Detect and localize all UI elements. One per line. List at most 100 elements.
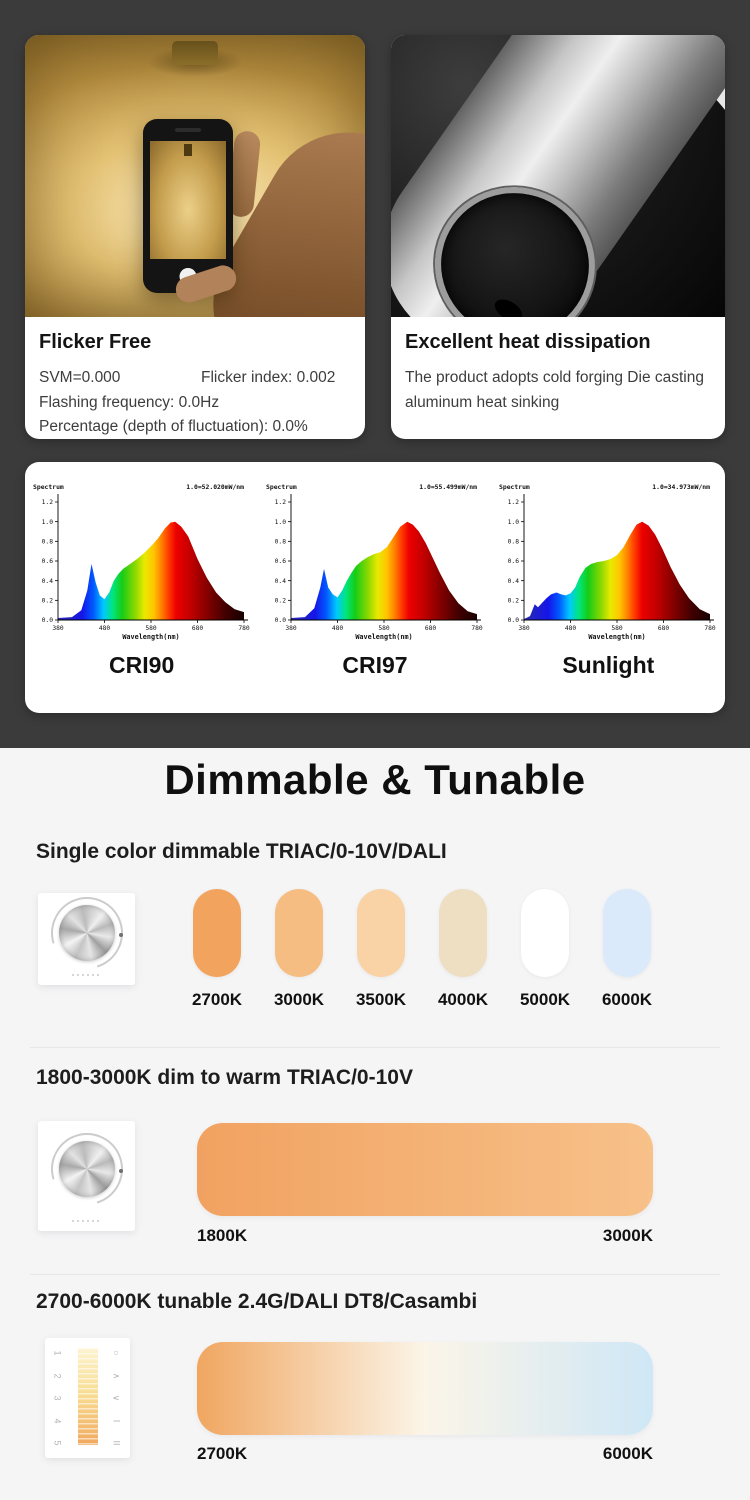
touch-panel-controller: 1 2 3 4 5 ○ ∧ ∨ I II [45,1338,130,1458]
zone-2-label: 2 [52,1372,63,1379]
svg-text:Wavelength(nm): Wavelength(nm) [355,633,412,641]
cct-swatch-row: 2700K 3000K 3500K 4000K 5000K 6000K [191,889,653,1010]
pill-label-3000k: 3000K [273,990,325,1009]
tunable-labels: 2700K 6000K [197,1444,653,1464]
swatch-3000k: 3000K [273,889,325,1010]
touch-panel-zone-digits: 1 2 3 4 5 [52,1348,63,1448]
page-title: Dimmable & Tunable [164,756,586,803]
svg-text:380: 380 [519,625,531,632]
svg-text:1.0: 1.0 [41,519,53,526]
power-icon: ○ [111,1350,122,1356]
svg-text:0.4: 0.4 [41,578,53,585]
zone-3-label: 3 [52,1395,63,1401]
dark-feature-section: Flicker Free SVM=0.000 Flicker index: 0.… [0,0,750,748]
spec-frequency: Flashing frequency: 0.0Hz [39,393,220,411]
pill-label-2700k: 2700K [191,990,243,1009]
svg-text:380: 380 [285,625,297,632]
pill-6000k [603,889,651,977]
chart-title-cri97: CRI97 [342,652,408,678]
knob-disc [58,905,115,962]
single-dimmable-heading: Single color dimmable TRIAC/0-10V/DALI [36,840,447,863]
spec-flicker-index: Flicker index: 0.002 [201,369,336,386]
pill-label-4000k: 4000K [437,990,489,1009]
svg-text:Spectrum: Spectrum [33,483,64,491]
svg-text:1.2: 1.2 [275,499,287,506]
spectrum-chart-block-cri90: 1.2 1.0 0.8 0.6 0.4 0.2 0.0 380 480 580 680 780 Spec… [29,482,255,713]
svg-text:380: 380 [52,625,64,632]
svg-text:480: 480 [565,625,577,632]
heat-sink-photo [391,35,725,317]
svg-text:1.2: 1.2 [508,499,520,506]
label-1800k: 1800K [197,1226,248,1245]
flicker-test-photo [25,35,365,317]
pill-4000k [439,889,487,977]
phone-speaker [175,128,201,132]
svg-text:Spectrum: Spectrum [499,483,530,491]
chevron-down-icon: ∨ [111,1394,122,1402]
svg-text:0.0: 0.0 [41,617,53,624]
pill-3000k [275,889,323,977]
swatch-4000k: 4000K [437,889,489,1010]
heat-dissipation-card: Excellent heat dissipation The product a… [391,35,725,439]
svg-text:0.8: 0.8 [508,539,520,546]
label-2700k: 2700K [197,1444,248,1463]
pill-label-5000k: 5000K [519,990,571,1009]
spec-percentage: Percentage (depth of fluctuation): 0.0% [39,418,308,435]
svg-text:0.8: 0.8 [275,539,287,546]
svg-text:580: 580 [145,625,157,632]
scene-two-icon: II [111,1440,122,1446]
flicker-card-text: Flicker Free SVM=0.000 Flicker index: 0.… [25,317,365,439]
section-divider [30,1047,720,1048]
svg-text:780: 780 [471,625,483,632]
knob-tick-marks [71,1220,102,1222]
chevron-up-icon: ∧ [111,1372,122,1379]
pill-5000k [521,889,569,977]
heat-card-text: Excellent heat dissipation The product a… [391,317,725,415]
svg-text:580: 580 [612,625,624,632]
pill-label-3500k: 3500K [355,990,407,1009]
swatch-2700k: 2700K [191,889,243,1010]
dim-to-warm-gradient-bar [197,1123,653,1216]
svg-text:0.8: 0.8 [41,539,53,546]
svg-text:580: 580 [378,625,390,632]
svg-text:480: 480 [98,625,110,632]
svg-text:1.0=55.499mW/nm: 1.0=55.499mW/nm [419,483,477,491]
svg-text:780: 780 [238,625,250,632]
chart-title-cri90: CRI90 [109,652,175,678]
pill-label-6000k: 6000K [601,990,653,1009]
svg-text:0.0: 0.0 [508,617,520,624]
pill-3500k [357,889,405,977]
pill-2700k [193,889,241,977]
dim-to-warm-heading: 1800-3000K dim to warm TRIAC/0-10V [36,1066,413,1089]
ceiling-light-fixture [172,41,218,65]
touch-panel-icons: ○ ∧ ∨ I II [111,1348,122,1448]
svg-text:0.6: 0.6 [275,558,287,565]
label-3000k: 3000K [602,1226,653,1245]
svg-text:0.0: 0.0 [275,617,287,624]
svg-text:0.4: 0.4 [508,578,520,585]
knob-tick-marks [71,974,102,976]
svg-text:Spectrum: Spectrum [266,483,297,491]
svg-text:Wavelength(nm): Wavelength(nm) [589,633,646,641]
spectrum-chart-block-cri97: 1.2 1.0 0.8 0.6 0.4 0.2 0.0 380 480 580 680 780 Spec… [262,482,488,713]
svg-text:680: 680 [658,625,670,632]
svg-text:1.0=52.020mW/nm: 1.0=52.020mW/nm [186,483,244,491]
svg-text:1.0: 1.0 [275,519,287,526]
svg-text:0.6: 0.6 [508,558,520,565]
svg-text:1.0: 1.0 [508,519,520,526]
heat-card-desc: The product adopts cold forging Die cast… [405,369,704,411]
spec-row-2: Flashing frequency: 0.0Hz [39,391,351,416]
svg-text:0.2: 0.2 [508,598,520,605]
svg-text:780: 780 [705,625,717,632]
lamp-aperture [490,295,526,317]
zone-4-label: 4 [52,1417,63,1424]
phone-camera-screen [150,141,226,259]
flicker-card-title: Flicker Free [39,331,152,353]
scene-one-icon: I [111,1419,122,1422]
swatch-6000k: 6000K [601,889,653,1010]
svg-text:0.2: 0.2 [275,598,287,605]
